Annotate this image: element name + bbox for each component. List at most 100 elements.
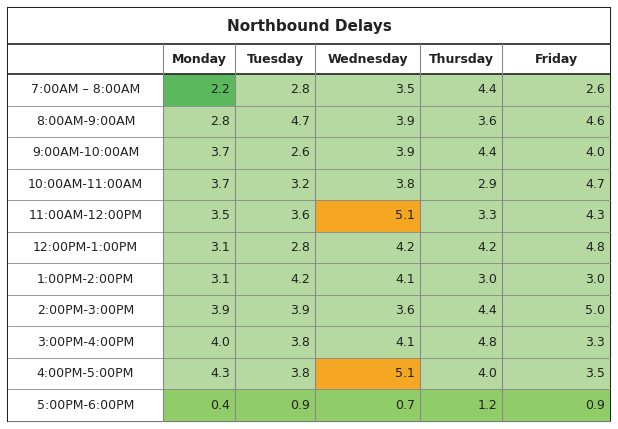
Text: 4.6: 4.6	[585, 115, 605, 128]
Text: 4.2: 4.2	[396, 241, 415, 254]
Bar	[315, 358, 420, 390]
Bar	[502, 263, 610, 295]
Text: 4.2: 4.2	[477, 241, 497, 254]
Bar	[502, 390, 610, 421]
Text: 12:00PM-1:00PM: 12:00PM-1:00PM	[33, 241, 138, 254]
Bar	[315, 137, 420, 169]
Text: 5:00PM-6:00PM: 5:00PM-6:00PM	[37, 399, 134, 412]
Bar	[235, 169, 315, 200]
Text: 2.8: 2.8	[290, 241, 310, 254]
Bar	[315, 106, 420, 137]
Bar	[8, 106, 163, 137]
Bar	[420, 44, 502, 74]
Bar	[235, 74, 315, 106]
Bar	[502, 74, 610, 106]
Text: 4.4: 4.4	[477, 83, 497, 96]
Text: 3.0: 3.0	[477, 272, 497, 286]
Text: 4.4: 4.4	[477, 304, 497, 317]
Text: 2:00PM-3:00PM: 2:00PM-3:00PM	[37, 304, 134, 317]
Text: 4.1: 4.1	[396, 335, 415, 349]
Text: 3.3: 3.3	[585, 335, 605, 349]
Bar	[502, 44, 610, 74]
Text: 3.2: 3.2	[290, 178, 310, 191]
Bar	[8, 44, 163, 74]
Bar	[163, 200, 235, 232]
Bar	[420, 232, 502, 263]
Bar	[420, 74, 502, 106]
Bar	[420, 295, 502, 326]
Text: Monday: Monday	[172, 52, 226, 66]
Bar	[8, 358, 163, 390]
Bar	[8, 390, 163, 421]
Bar	[315, 74, 420, 106]
Bar	[315, 200, 420, 232]
Text: 5.1: 5.1	[395, 209, 415, 223]
Text: 3.1: 3.1	[210, 241, 230, 254]
Bar	[235, 295, 315, 326]
Bar	[420, 263, 502, 295]
Text: 3.9: 3.9	[396, 146, 415, 159]
Bar	[420, 106, 502, 137]
Bar	[163, 44, 235, 74]
Text: 3.1: 3.1	[210, 272, 230, 286]
Bar	[315, 326, 420, 358]
Bar	[8, 137, 163, 169]
Bar	[8, 200, 163, 232]
Text: 10:00AM-11:00AM: 10:00AM-11:00AM	[28, 178, 143, 191]
Text: 4.7: 4.7	[290, 115, 310, 128]
Text: 8:00AM-9:00AM: 8:00AM-9:00AM	[36, 115, 135, 128]
Text: 4.0: 4.0	[477, 367, 497, 380]
Text: 2.8: 2.8	[290, 83, 310, 96]
Bar	[420, 137, 502, 169]
Bar	[420, 326, 502, 358]
Bar	[163, 137, 235, 169]
Text: 4.2: 4.2	[290, 272, 310, 286]
Bar	[420, 200, 502, 232]
Text: 9:00AM-10:00AM: 9:00AM-10:00AM	[32, 146, 139, 159]
Bar	[8, 263, 163, 295]
Bar	[315, 263, 420, 295]
Text: 5.0: 5.0	[585, 304, 605, 317]
Text: 4.0: 4.0	[585, 146, 605, 159]
Text: 3.8: 3.8	[395, 178, 415, 191]
Text: 0.9: 0.9	[290, 399, 310, 412]
Text: 3.3: 3.3	[477, 209, 497, 223]
Text: 4.3: 4.3	[210, 367, 230, 380]
Text: 4.0: 4.0	[210, 335, 230, 349]
Text: 3.6: 3.6	[396, 304, 415, 317]
Text: 2.2: 2.2	[210, 83, 230, 96]
Text: 5.1: 5.1	[395, 367, 415, 380]
Bar	[163, 74, 235, 106]
Bar	[502, 358, 610, 390]
Bar	[163, 263, 235, 295]
Bar	[163, 169, 235, 200]
Text: 3:00PM-4:00PM: 3:00PM-4:00PM	[37, 335, 134, 349]
Bar	[502, 200, 610, 232]
Bar	[235, 106, 315, 137]
Bar	[8, 8, 610, 44]
Text: 1.2: 1.2	[477, 399, 497, 412]
Text: 0.7: 0.7	[395, 399, 415, 412]
Bar	[163, 390, 235, 421]
Bar	[502, 137, 610, 169]
Text: Thursday: Thursday	[428, 52, 494, 66]
Text: 4.4: 4.4	[477, 146, 497, 159]
Text: 3.8: 3.8	[290, 367, 310, 380]
Text: 4.8: 4.8	[585, 241, 605, 254]
Text: Northbound Delays: Northbound Delays	[227, 18, 391, 33]
Text: 2.8: 2.8	[210, 115, 230, 128]
Bar	[235, 232, 315, 263]
Bar	[502, 106, 610, 137]
Bar	[163, 232, 235, 263]
Bar	[235, 137, 315, 169]
Text: 3.6: 3.6	[290, 209, 310, 223]
Bar	[8, 326, 163, 358]
Text: 7:00AM – 8:00AM: 7:00AM – 8:00AM	[31, 83, 140, 96]
Bar	[163, 358, 235, 390]
Text: 3.9: 3.9	[396, 115, 415, 128]
Text: 2.9: 2.9	[477, 178, 497, 191]
Bar	[420, 390, 502, 421]
Text: 4.1: 4.1	[396, 272, 415, 286]
Bar	[315, 295, 420, 326]
Bar	[420, 358, 502, 390]
